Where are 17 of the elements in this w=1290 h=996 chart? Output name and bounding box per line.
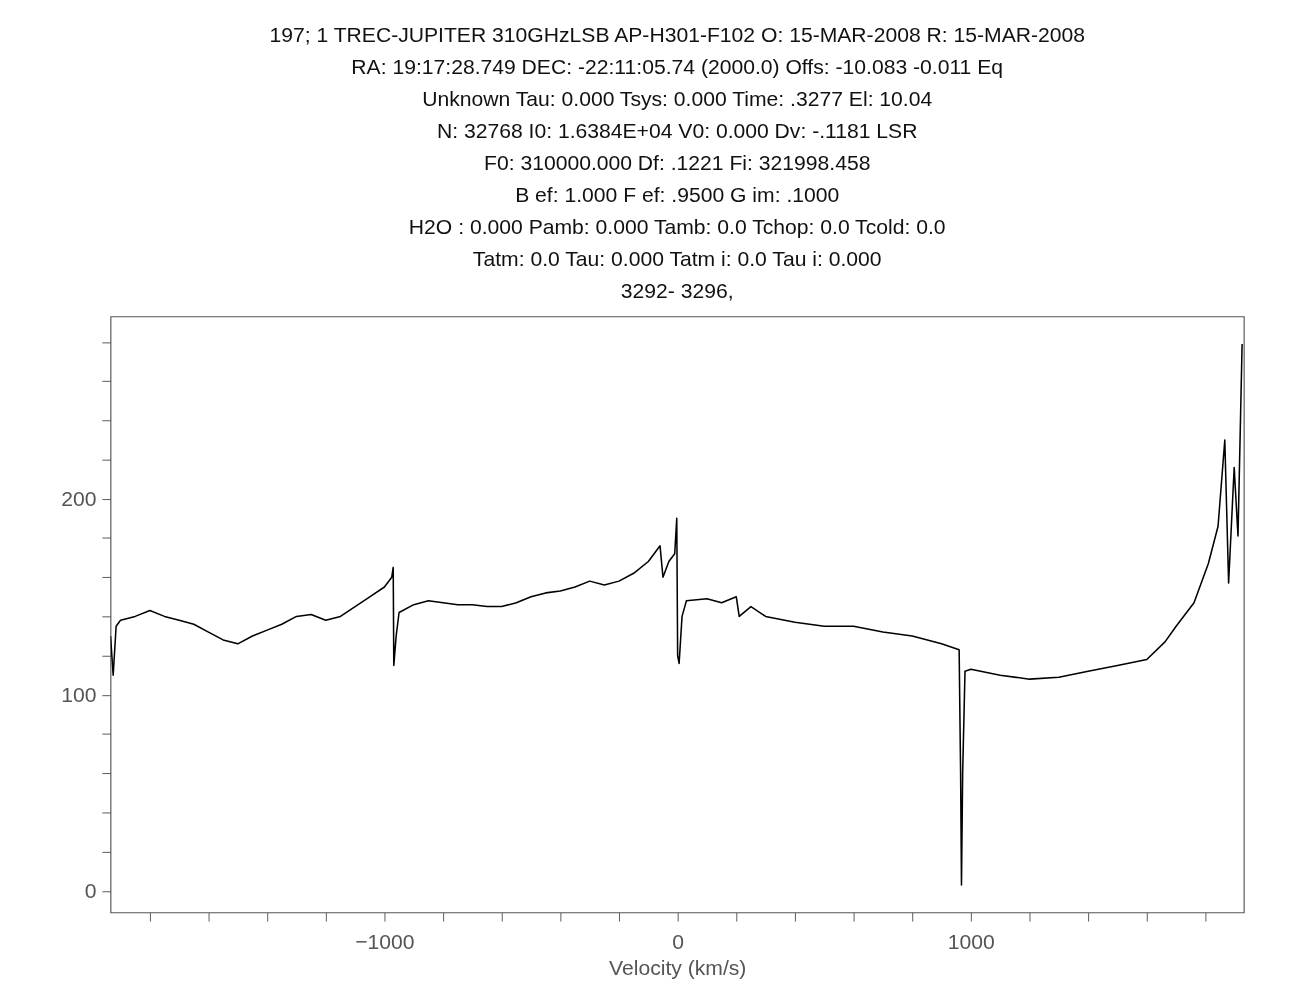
y-tick-label: 100 — [61, 683, 97, 707]
text: 197; 1 TREC-JUPITER 310GHzLSB AP-H301-F102 O: 15-MAR-2008 R: 15-MAR-2008 — [269, 23, 1086, 47]
text: N: 32768 I0: 1.6384E+04 V0: 0.000 Dv: -.1181 LSR — [436, 119, 918, 143]
x-tick-label: 1000 — [947, 930, 995, 954]
text: 3292- 3296, — [620, 279, 734, 303]
y-tick-label: 200 — [61, 486, 97, 510]
text: F0: 310000.000 Df: .1221 Fi: 321998.458 — [483, 151, 871, 175]
x-axis-title: Velocity (km/s) — [609, 956, 747, 980]
x-tick-label: 0 — [672, 930, 684, 954]
y-tick-label: 0 — [84, 879, 97, 903]
line-series — [110, 343, 1243, 886]
text: Tatm: 0.0 Tau: 0.000 Tatm i: 0.0 Tau i: 0.000 — [472, 247, 882, 271]
text: B ef: 1.000 F ef: .9500 G im: .1000 — [515, 183, 840, 207]
x-tick-label: −1000 — [355, 930, 415, 954]
text: Unknown Tau: 0.000 Tsys: 0.000 Time: .3277 El: 10.04 — [422, 87, 933, 111]
text: H2O : 0.000 Pamb: 0.000 Tamb: 0.0 Tchop: 0.0 Tcold: 0.0 — [408, 215, 946, 239]
text: RA: 19:17:28.749 DEC: -22:11:05.74 (2000.0) Offs: -10.083 -0.011 Eq — [351, 55, 1004, 79]
